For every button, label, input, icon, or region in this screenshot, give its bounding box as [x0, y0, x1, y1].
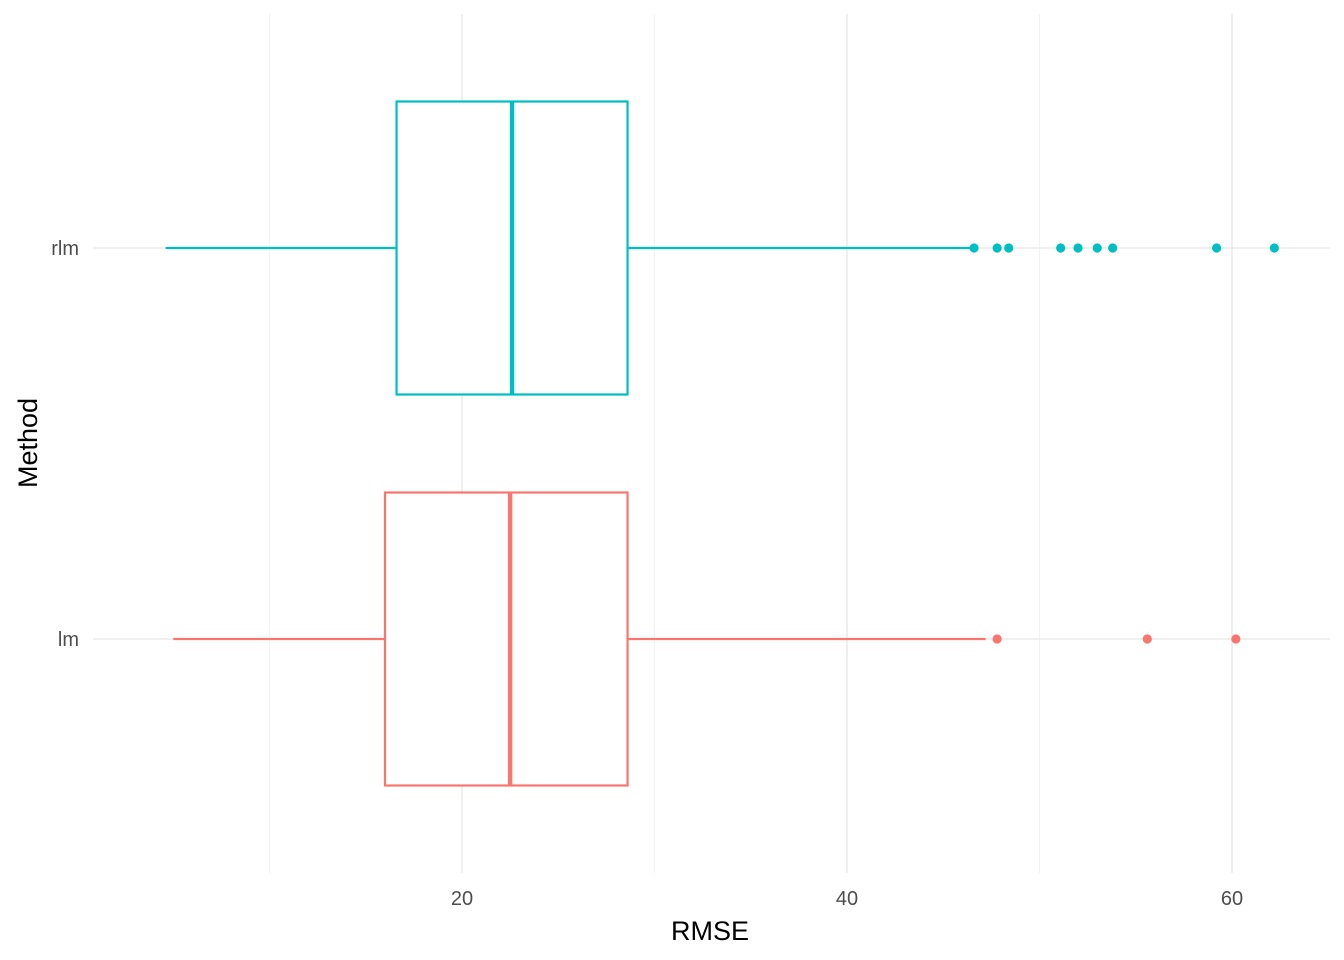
box-rlm: [165, 100, 1279, 396]
x-axis-title: RMSE: [671, 916, 749, 946]
outlier-point: [969, 243, 979, 253]
x-tick-labels: 20 40 60: [451, 888, 1243, 910]
box-series: [165, 100, 1279, 787]
outlier-point: [1212, 243, 1222, 253]
iqr-box: [383, 491, 629, 787]
outlier-point: [1092, 243, 1102, 253]
y-tick-label: lm: [58, 629, 79, 651]
outlier-point: [1108, 243, 1118, 253]
y-tick-label: rlm: [51, 238, 79, 260]
outlier-point: [1056, 243, 1066, 253]
grid-lines: [93, 14, 1330, 873]
outlier-point: [1231, 634, 1241, 644]
outlier-point: [1073, 243, 1083, 253]
outlier-point: [1142, 634, 1152, 644]
outlier-point: [1004, 243, 1014, 253]
x-tick-label: 40: [836, 888, 858, 910]
outlier-point: [1269, 243, 1279, 253]
outlier-point: [992, 634, 1002, 644]
y-tick-labels: lm rlm: [51, 238, 79, 651]
box-lm: [173, 491, 1241, 787]
outlier-point: [992, 243, 1002, 253]
x-tick-label: 20: [451, 888, 473, 910]
y-axis-title: Method: [13, 398, 43, 488]
x-tick-label: 60: [1221, 888, 1243, 910]
